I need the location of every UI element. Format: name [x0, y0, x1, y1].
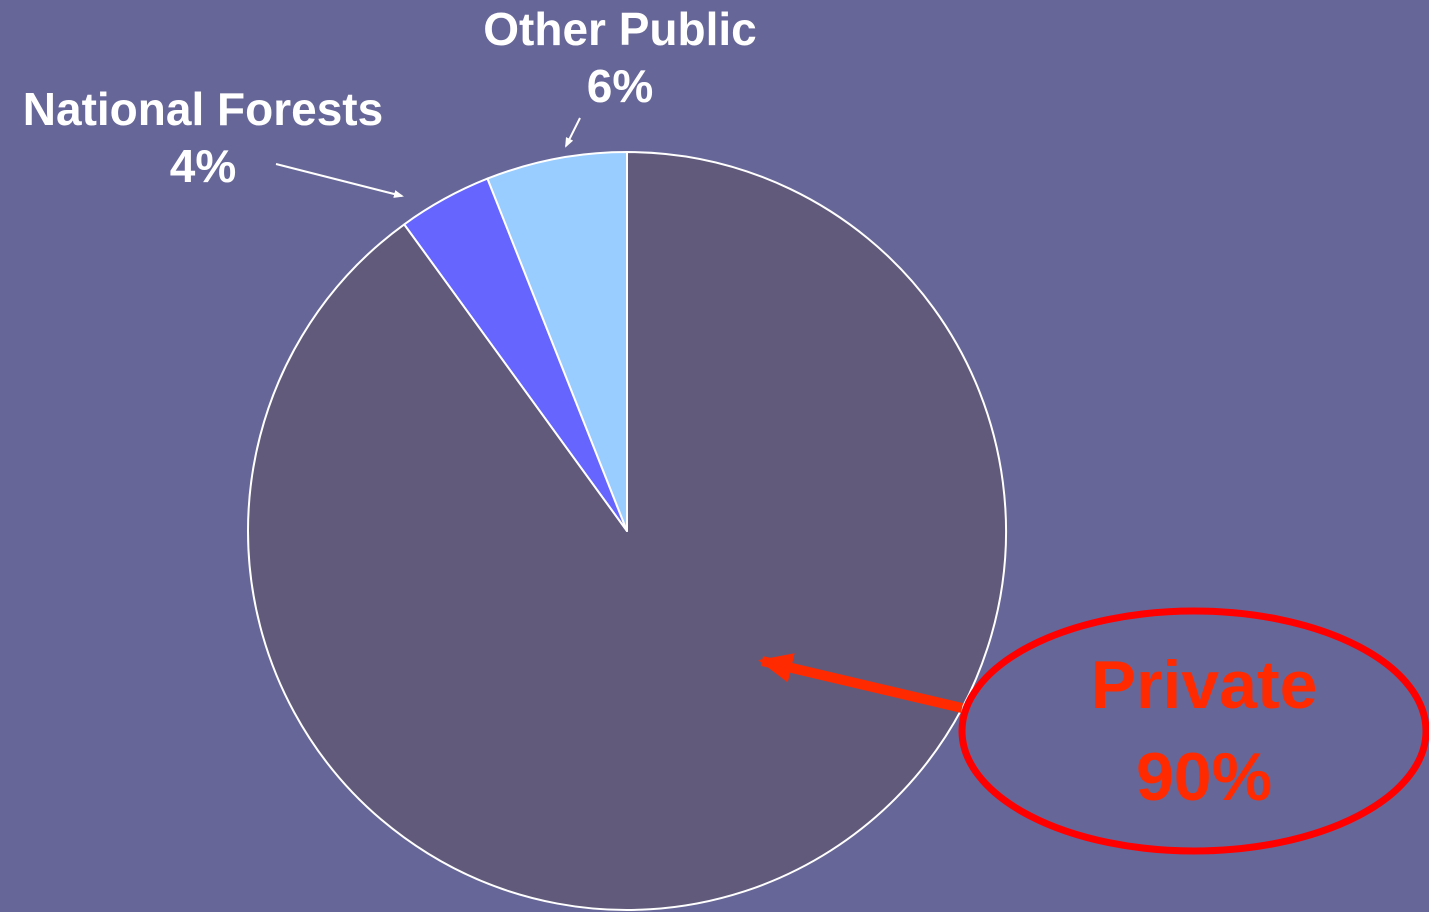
pie-slices [247, 151, 1007, 911]
national-forests-leader-arrow [275, 163, 404, 198]
other-public-leader-arrow [565, 117, 581, 148]
private-percent: 90% [1136, 739, 1272, 815]
slice-percent-national-forests: 4% [170, 140, 236, 192]
private-label: Private [1091, 647, 1318, 723]
slice-label-other-public: Other Public [483, 3, 756, 55]
private-callout-arrow [758, 653, 964, 713]
slice-percent-other-public: 6% [587, 60, 653, 112]
private-highlight-ring [958, 607, 1429, 855]
slice-label-national-forests: National Forests [23, 83, 383, 135]
pie-slice-other-public [486, 151, 628, 532]
